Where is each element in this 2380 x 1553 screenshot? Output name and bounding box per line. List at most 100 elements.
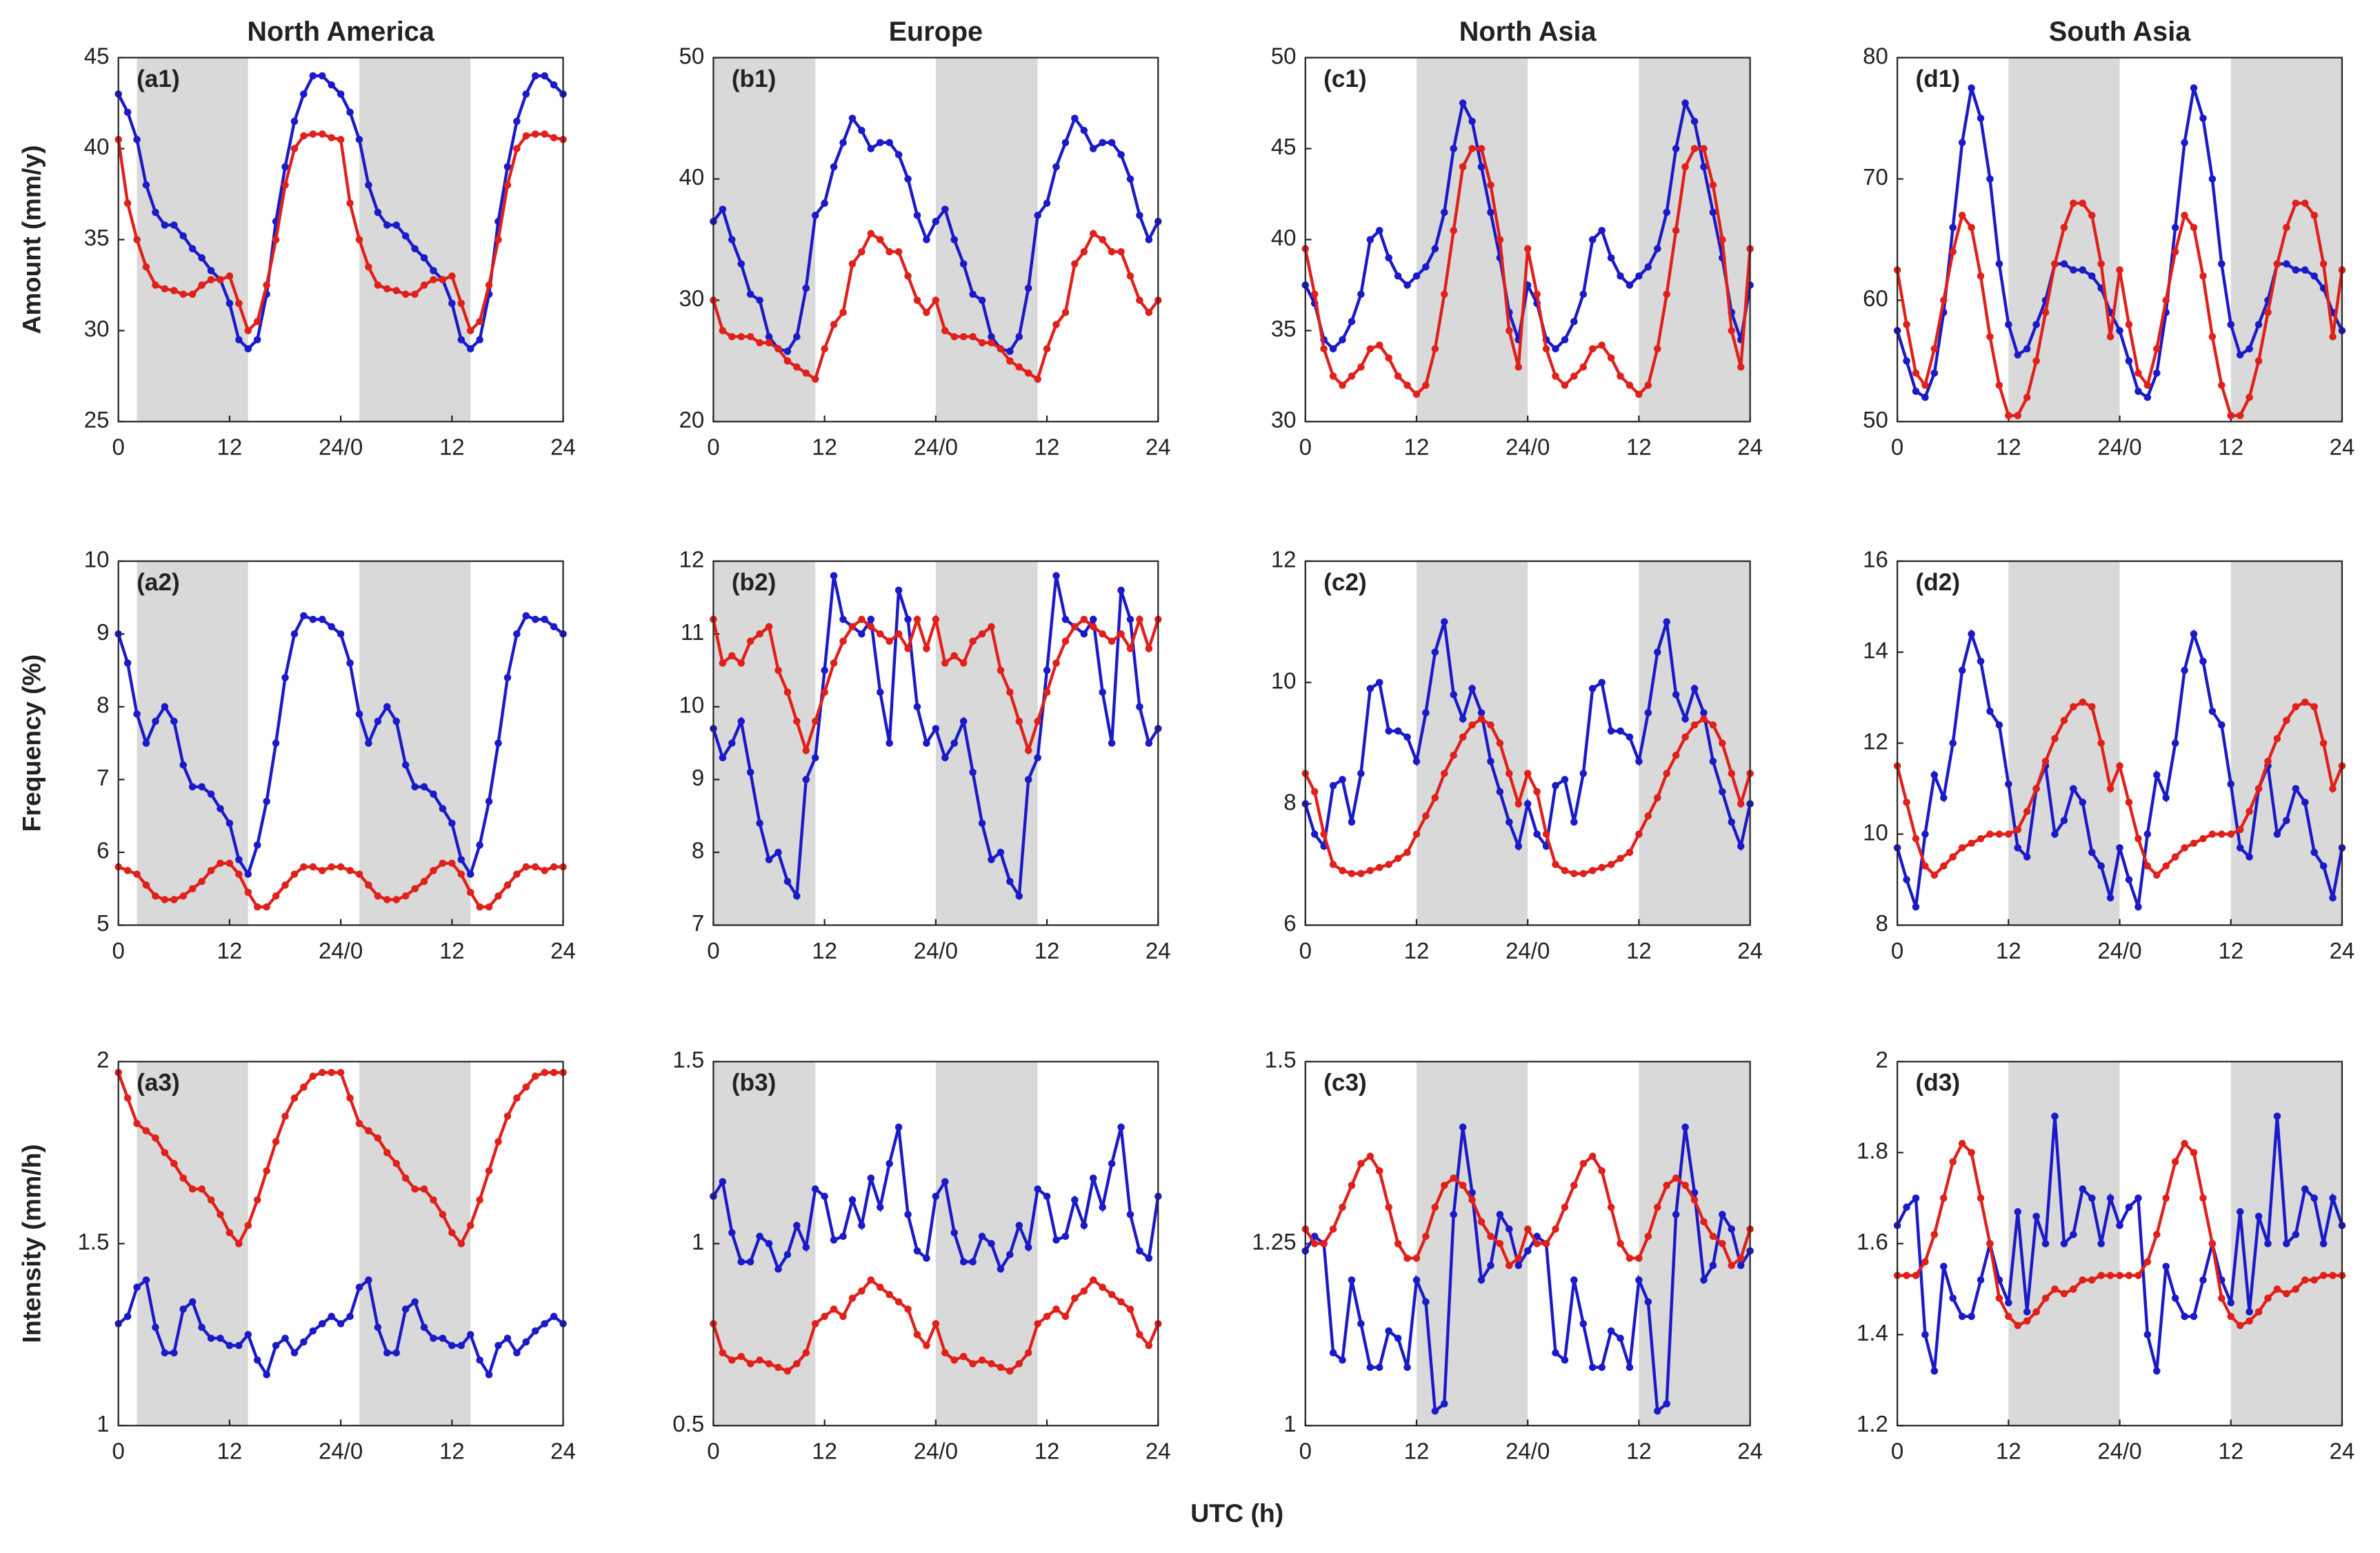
series-marker xyxy=(226,859,234,868)
series-marker xyxy=(1552,345,1559,353)
series-marker xyxy=(1412,390,1421,399)
series-marker xyxy=(2301,266,2309,274)
series-marker xyxy=(1450,1174,1458,1182)
series-marker xyxy=(1357,1320,1365,1327)
x-tick-label: 12 xyxy=(1996,938,2021,963)
series-marker xyxy=(2014,412,2022,419)
series-marker xyxy=(253,841,261,849)
axes-frame xyxy=(117,560,564,926)
series-marker xyxy=(217,859,224,868)
series-marker xyxy=(2218,260,2226,268)
y-tick-label: 6 xyxy=(1283,910,1296,936)
x-tick-label: 12 xyxy=(1404,938,1430,963)
series-marker xyxy=(728,332,736,341)
series-marker xyxy=(737,717,746,725)
series-marker xyxy=(318,1069,326,1076)
series-marker xyxy=(439,276,447,283)
series-marker xyxy=(867,623,875,630)
series-marker xyxy=(1487,208,1494,217)
series-marker xyxy=(1080,1287,1088,1295)
series-marker xyxy=(756,297,763,304)
panel: 0 12 24/0 12 24 1.2 1.4 1.6 1.8 2 (d3) xyxy=(1857,1047,2354,1463)
series-marker xyxy=(188,245,197,252)
series-marker xyxy=(876,236,884,243)
series-marker xyxy=(290,1094,299,1102)
series-marker xyxy=(2246,853,2253,861)
series-marker xyxy=(894,586,903,594)
x-tick-label: 0 xyxy=(1891,938,1903,963)
y-tick-label: 35 xyxy=(1271,316,1297,341)
series-marker xyxy=(1357,770,1365,777)
y-tick-label: 35 xyxy=(84,225,110,250)
axes-frame xyxy=(712,560,1159,926)
series-marker xyxy=(2190,1149,2198,1156)
series-marker xyxy=(2116,327,2123,334)
series-marker xyxy=(1422,812,1430,820)
series-marker xyxy=(1561,867,1569,874)
series-marker xyxy=(1477,715,1486,723)
series-marker xyxy=(811,1320,819,1327)
series-marker xyxy=(2023,808,2031,815)
x-tick-label: 24/0 xyxy=(2097,938,2141,963)
series-marker xyxy=(867,1276,875,1284)
series-marker xyxy=(1108,637,1116,645)
series-marker xyxy=(2125,321,2133,328)
x-tick-label: 24/0 xyxy=(914,938,958,963)
series-marker xyxy=(1672,690,1680,699)
series-marker xyxy=(2032,321,2040,328)
series-marker xyxy=(1514,800,1523,808)
series-marker xyxy=(1968,839,1975,848)
series-marker xyxy=(1412,272,1421,280)
series-marker xyxy=(1986,332,1994,341)
series-marker xyxy=(1329,372,1337,380)
x-tick-label: 24 xyxy=(1737,938,1763,963)
series-marker xyxy=(1514,1261,1523,1270)
series-marker xyxy=(392,896,400,903)
x-tick-label: 24/0 xyxy=(1506,938,1550,963)
series-marker xyxy=(1357,363,1365,371)
series-marker xyxy=(1145,645,1153,652)
series-marker xyxy=(2319,260,2328,268)
series-marker xyxy=(133,136,141,143)
series-marker xyxy=(876,1283,884,1291)
series-marker xyxy=(448,819,456,828)
series-marker xyxy=(2208,332,2217,341)
series-marker xyxy=(235,870,243,878)
series-marker xyxy=(2236,825,2244,834)
series-marker xyxy=(152,1134,159,1142)
series-marker xyxy=(1385,254,1392,262)
series-marker xyxy=(1728,1261,1736,1270)
series-marker xyxy=(978,1232,986,1241)
series-marker xyxy=(161,703,169,711)
series-marker xyxy=(494,1341,502,1350)
series-marker xyxy=(1034,375,1041,383)
series-marker xyxy=(1995,721,2003,729)
series-marker xyxy=(2273,1285,2281,1293)
series-marker xyxy=(2329,785,2337,792)
x-tick-label: 0 xyxy=(1299,1439,1312,1464)
series-marker xyxy=(2125,876,2133,883)
series-marker xyxy=(179,892,187,900)
panel: 0 12 24/0 12 24 50 60 70 80 (d1) South Asia xyxy=(1863,17,2354,460)
series-marker xyxy=(1607,354,1615,362)
series-marker xyxy=(719,206,727,213)
series-marker xyxy=(244,870,252,878)
series-marker xyxy=(541,1069,548,1076)
x-tick-label: 12 xyxy=(2218,938,2243,963)
series-marker xyxy=(1431,1407,1439,1415)
night-shading xyxy=(1416,57,1528,422)
series-marker xyxy=(1136,703,1143,711)
series-marker xyxy=(457,856,466,863)
series-marker xyxy=(1940,297,1948,304)
series-marker xyxy=(2227,1299,2235,1307)
series-marker xyxy=(756,339,763,347)
series-marker xyxy=(950,236,959,243)
series-marker xyxy=(969,1360,977,1367)
series-marker xyxy=(886,139,893,147)
series-marker xyxy=(793,332,801,341)
series-marker xyxy=(839,1232,847,1241)
series-marker xyxy=(1487,1232,1494,1241)
series-marker xyxy=(2319,739,2328,747)
series-marker xyxy=(328,1069,335,1076)
series-marker xyxy=(1728,770,1736,777)
